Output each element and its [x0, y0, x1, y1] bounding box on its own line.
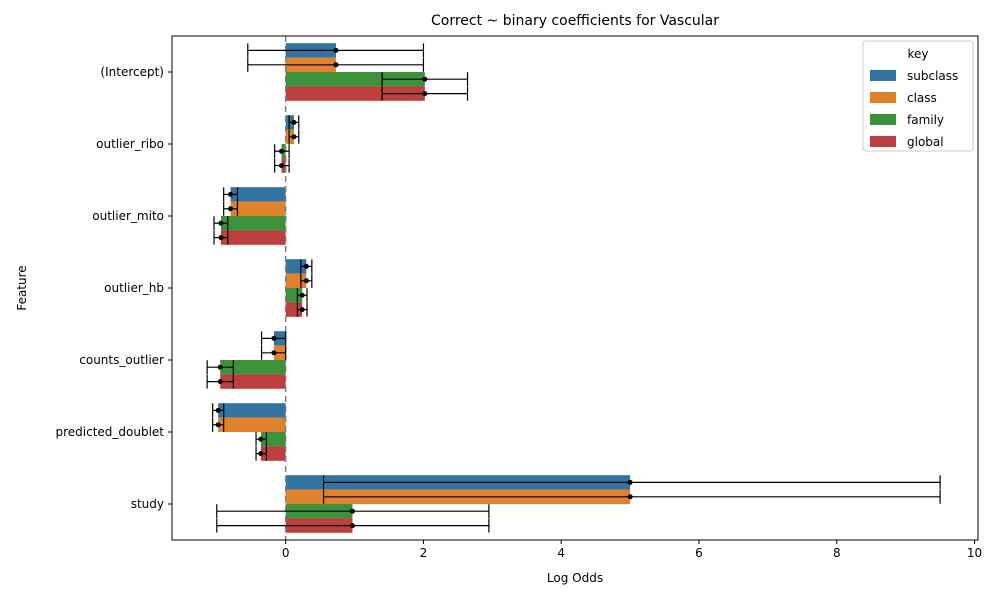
- point-estimate-subclass: [215, 407, 221, 413]
- x-tick-label: 8: [833, 546, 841, 560]
- point-estimate-global: [258, 451, 264, 457]
- point-estimate-class: [291, 134, 297, 140]
- bar-class: [218, 417, 286, 432]
- point-estimate-family: [349, 508, 355, 514]
- y-axis: (Intercept) outlier_ribo outlier_mitooutli…: [55, 65, 172, 511]
- bar-global: [220, 374, 286, 389]
- y-tick-label: outlier_mito: [92, 209, 164, 223]
- bar-global: [220, 230, 286, 245]
- point-estimate-class: [303, 278, 309, 284]
- point-estimate-global: [279, 163, 285, 169]
- x-tick-label: 10: [967, 546, 982, 560]
- legend-label-subclass: subclass: [907, 69, 958, 83]
- point-estimate-family: [299, 292, 305, 298]
- point-estimate-family: [217, 364, 223, 370]
- point-estimate-class: [333, 62, 339, 68]
- point-estimate-global: [299, 307, 305, 313]
- legend-title: key: [907, 47, 928, 61]
- point-estimate-family: [218, 220, 224, 226]
- point-estimate-class: [271, 350, 277, 356]
- legend-items: subclass class family global: [870, 69, 958, 149]
- bar-global: [260, 446, 286, 461]
- point-estimate-subclass: [303, 263, 309, 269]
- bar-family: [220, 360, 286, 375]
- point-estimate-subclass: [271, 335, 277, 341]
- bar-family: [260, 432, 286, 447]
- point-estimate-class: [215, 422, 221, 428]
- point-estimate-subclass: [333, 47, 339, 53]
- y-tick-label: (Intercept): [100, 65, 164, 79]
- bar-family: [285, 72, 425, 87]
- point-estimate-subclass: [627, 479, 633, 485]
- point-estimate-global: [349, 523, 355, 529]
- x-tick-label: 4: [557, 546, 565, 560]
- x-tick-label: 0: [282, 546, 290, 560]
- y-tick-label: counts_outlier: [79, 353, 164, 367]
- legend-swatch-subclass: [870, 70, 896, 81]
- y-tick-label: outlier_ribo: [96, 137, 164, 151]
- x-tick-label: 6: [695, 546, 703, 560]
- plot-area: [206, 36, 941, 540]
- y-tick-label: outlier_hb: [104, 281, 164, 295]
- point-estimate-family: [258, 436, 264, 442]
- bar-global: [285, 86, 425, 101]
- legend-label-class: class: [907, 91, 937, 105]
- x-tick-label: 2: [420, 546, 428, 560]
- point-estimate-class: [228, 206, 234, 212]
- point-estimate-family: [279, 148, 285, 154]
- x-axis-label: Log Odds: [547, 571, 603, 585]
- legend-swatch-class: [870, 92, 896, 103]
- point-estimate-subclass: [228, 191, 234, 197]
- chart-title: Correct ~ binary coefficients for Vascul…: [431, 13, 719, 29]
- point-estimate-class: [627, 494, 633, 500]
- y-tick-label: study: [131, 497, 164, 511]
- bar-subclass: [218, 403, 286, 418]
- bar-global: [285, 302, 303, 317]
- legend-swatch-global: [870, 136, 896, 147]
- legend: key subclass class family global: [862, 40, 974, 152]
- y-axis-label: Feature: [15, 265, 29, 310]
- legend-label-family: family: [907, 113, 944, 127]
- point-estimate-global: [422, 91, 428, 97]
- y-tick-label: predicted_doublet: [55, 425, 164, 439]
- point-estimate-global: [217, 379, 223, 385]
- bar-family: [220, 216, 286, 231]
- x-axis: 0 2 4 6 8 10: [282, 540, 982, 560]
- point-estimate-global: [218, 235, 224, 241]
- point-estimate-family: [422, 76, 428, 82]
- legend-label-global: global: [907, 135, 944, 149]
- point-estimate-subclass: [291, 119, 297, 125]
- bar-class: [230, 201, 286, 216]
- bar-subclass: [230, 187, 286, 202]
- bar-family: [285, 288, 303, 303]
- legend-swatch-family: [870, 114, 896, 125]
